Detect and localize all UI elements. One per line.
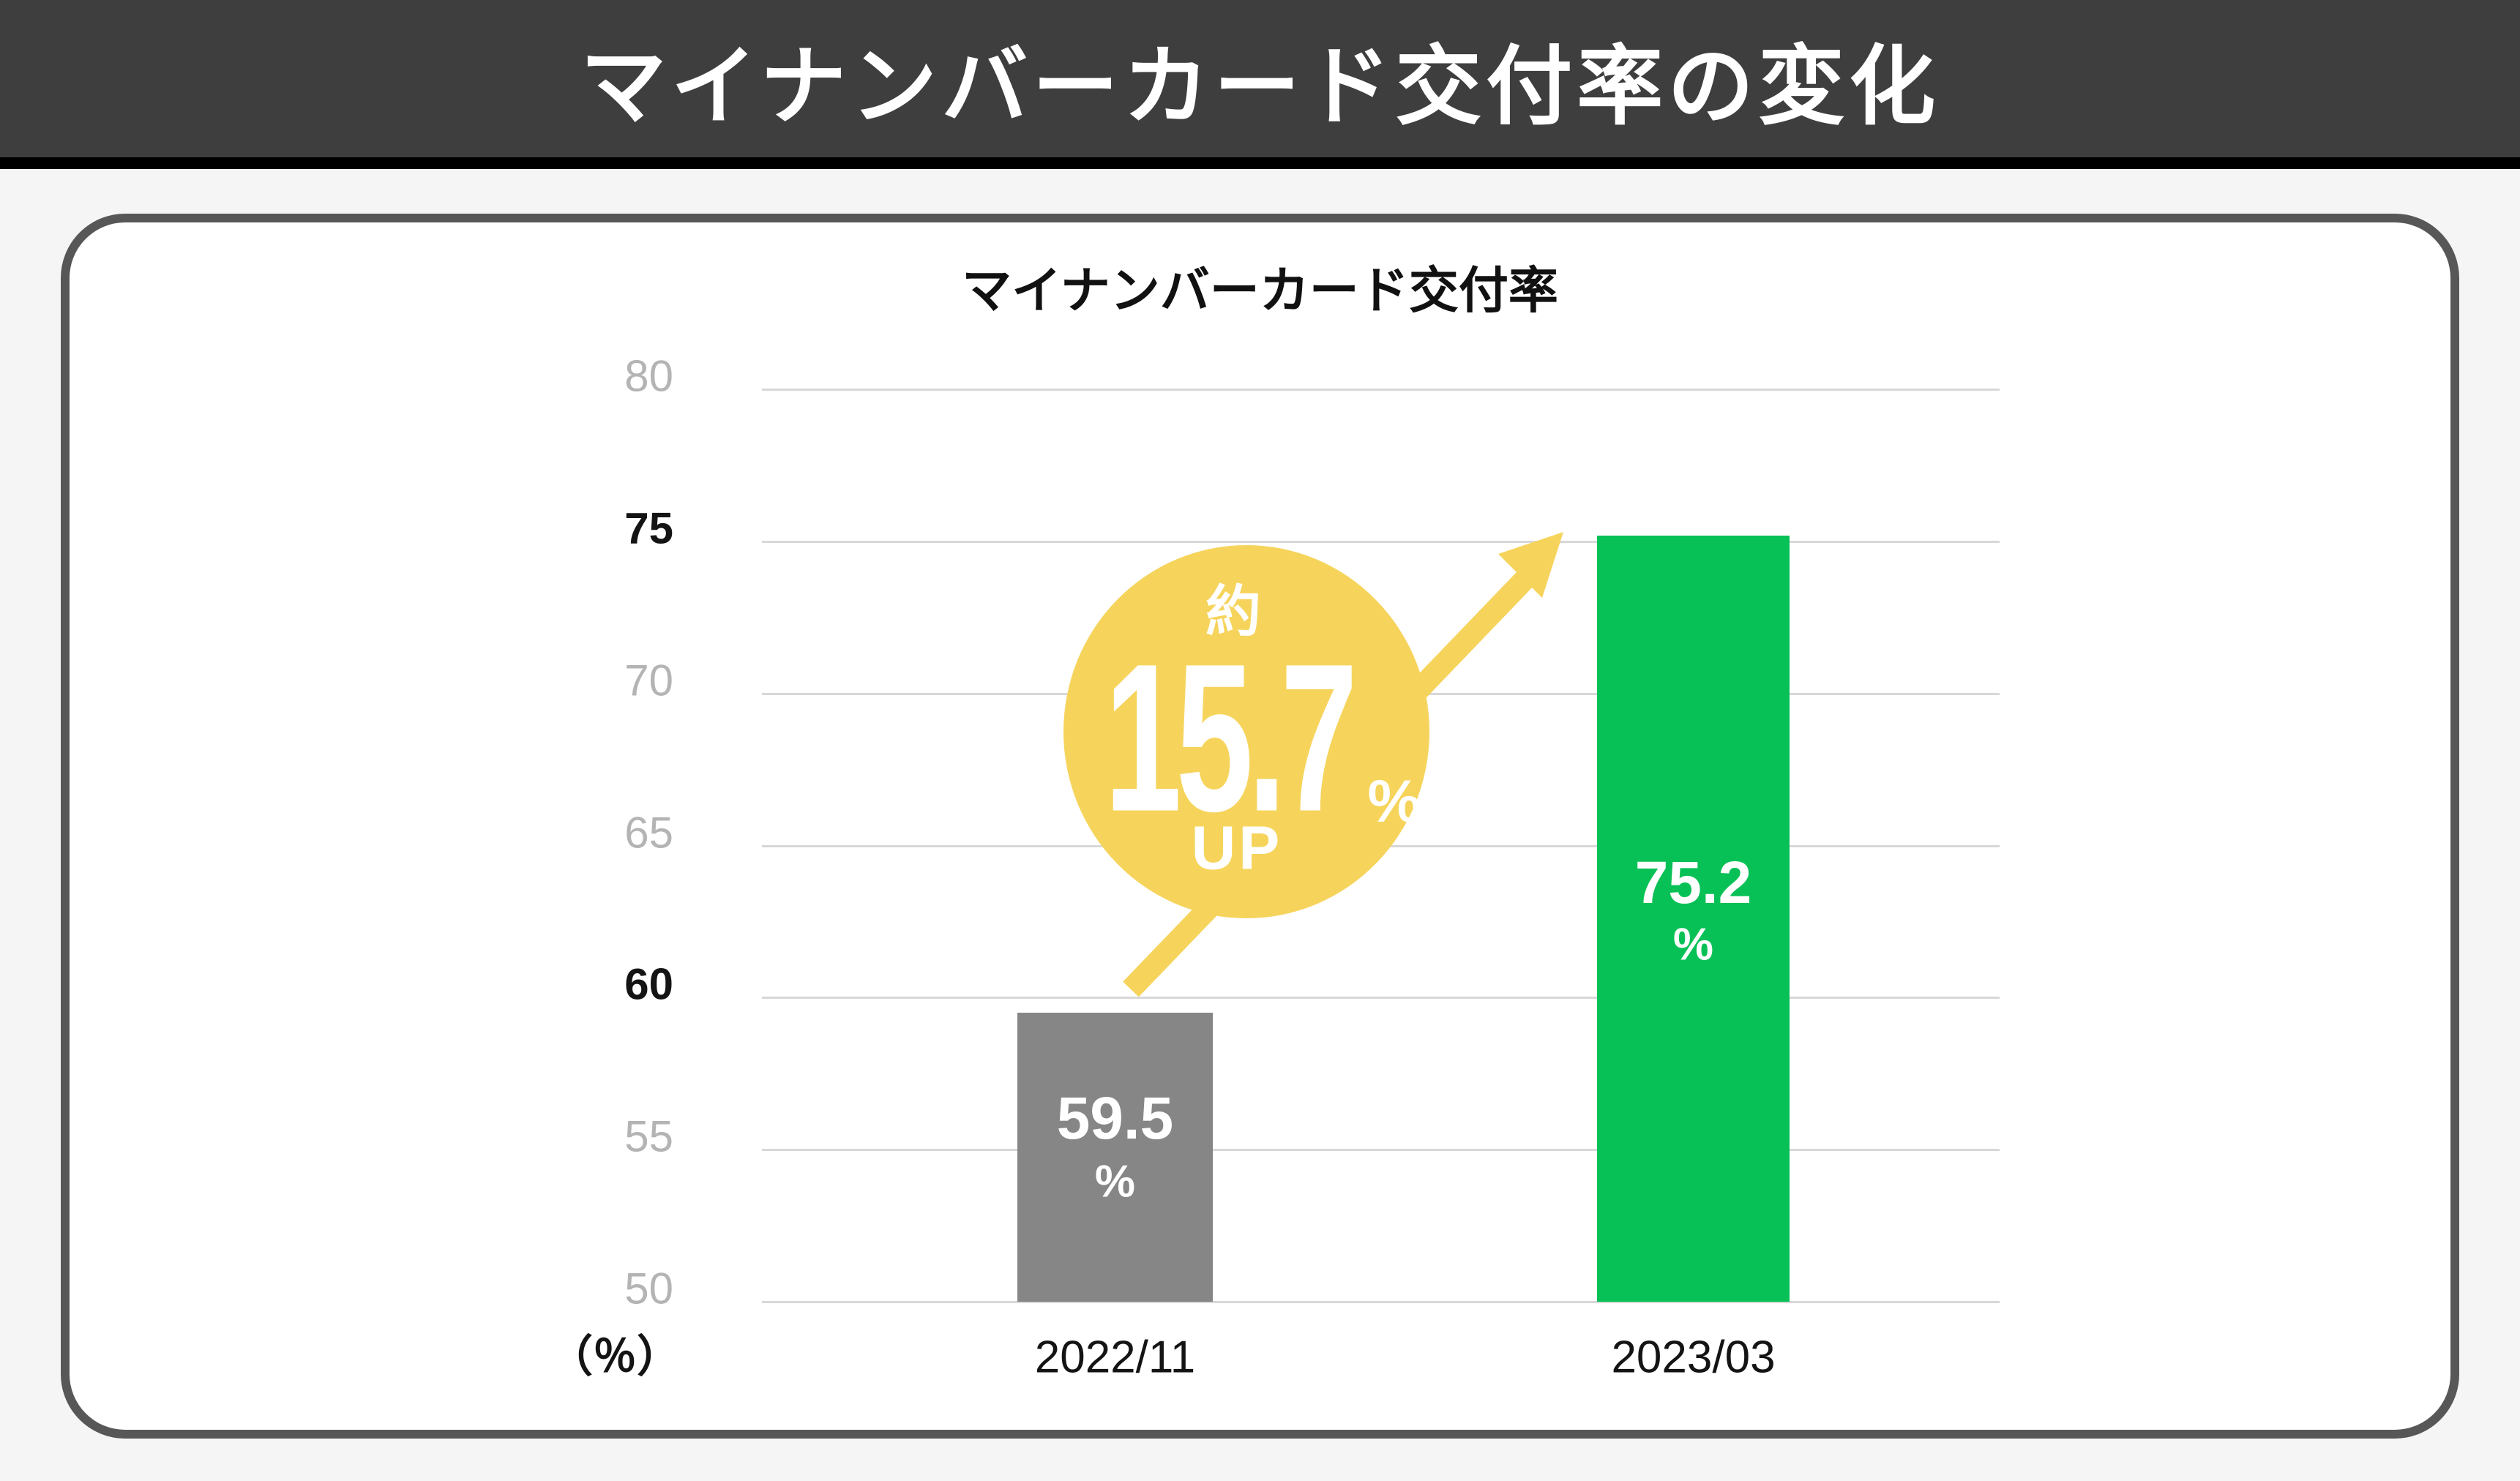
- bar-2022-11: [1017, 1013, 1213, 1302]
- header-divider: [0, 157, 2520, 169]
- gridline-55: [762, 1149, 2000, 1152]
- bar-value-label: 75.2: [1634, 849, 1752, 916]
- bar-2023-03: [1597, 535, 1790, 1302]
- badge-percent-sign: %: [1367, 768, 1421, 835]
- y-tick-label-60: 60: [624, 959, 673, 1009]
- page-title: マイナンバーカード交付率の変化: [580, 39, 1940, 135]
- y-tick-label-80: 80: [624, 351, 673, 401]
- badge-approx-label: 約: [1205, 581, 1261, 643]
- y-tick-label-50: 50: [624, 1264, 673, 1313]
- chart-title: マイナンバーカード交付率: [962, 263, 1558, 319]
- y-tick-label-55: 55: [624, 1111, 673, 1161]
- axis-unit-label: （％）: [549, 1332, 681, 1381]
- x-axis-label-2022-11: 2022/11: [1034, 1332, 1196, 1383]
- page-header: マイナンバーカード交付率の変化: [0, 0, 2520, 157]
- badge-up-label: UP: [1191, 813, 1283, 882]
- y-tick-label-65: 65: [624, 808, 673, 857]
- x-axis-label-2023-03: 2023/03: [1611, 1332, 1776, 1383]
- bar-unit-label: %: [1672, 919, 1714, 970]
- y-tick-label-75: 75: [624, 503, 673, 553]
- y-tick-label-70: 70: [624, 656, 673, 705]
- bar-value-label: 59.5: [1056, 1085, 1174, 1152]
- badge-value: 15.7: [1104, 620, 1358, 856]
- increase-badge: 約 15.7 % UP: [1063, 545, 1429, 918]
- gridline-80: [762, 389, 2000, 391]
- gridline-75: [762, 540, 2000, 543]
- gridline-50: [762, 1301, 2000, 1303]
- bar-unit-label: %: [1094, 1156, 1136, 1207]
- gridline-60: [762, 997, 2000, 1000]
